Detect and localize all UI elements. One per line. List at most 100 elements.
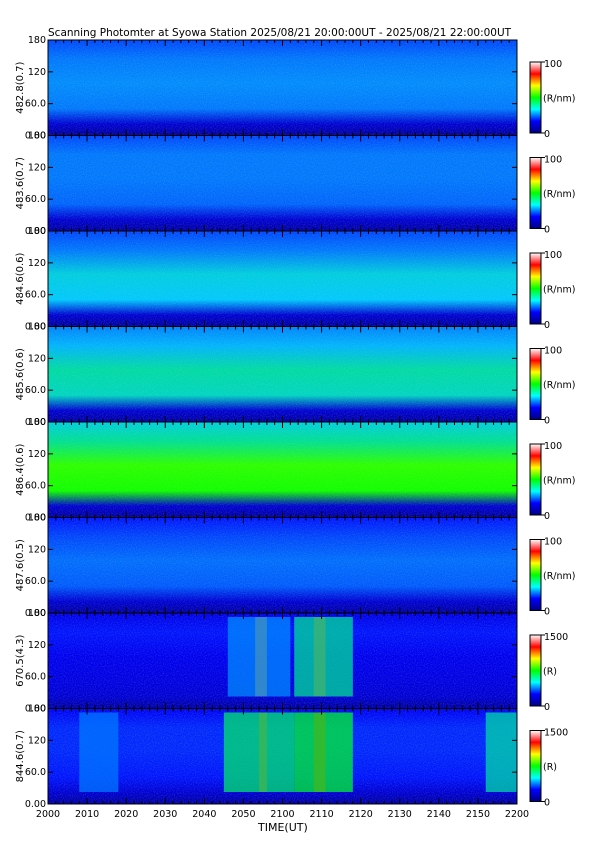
panel-5-ytick-label-3: 120 [28, 449, 46, 460]
panel-2-ytick-label-1: 0.00 [25, 226, 46, 237]
panel-1-colorbar-min: 0 [544, 129, 550, 140]
panel-6-colorbar-min: 0 [544, 607, 550, 618]
panel-8-colorbar-unit: (R) [543, 762, 557, 773]
panel-4-ylabel: 485.6(0.6) [15, 348, 26, 400]
panel-7-colorbar-max: 1500 [544, 632, 568, 643]
panel-8-band-4 [294, 712, 353, 792]
panel-8-ylabel: 844.6(0.7) [15, 730, 26, 782]
x-tick-label-2020: 2020 [114, 809, 138, 820]
panel-2-colorbar-max: 100 [544, 155, 562, 166]
panel-8-colorbar [529, 730, 542, 802]
panel-6-ytick-label-3: 120 [28, 544, 46, 555]
panel-7-ylabel: 670.5(4.3) [15, 634, 26, 686]
x-tick-label-2130: 2130 [388, 809, 412, 820]
panel-6-ytick-label-1: 0.00 [25, 608, 46, 619]
panel-5-ylabel: 486.4(0.6) [15, 443, 26, 495]
panel-6-noise [48, 517, 517, 613]
panel-2-ytick-label-3: 120 [28, 162, 46, 173]
panel-8-ytick-label-4: 180 [28, 704, 46, 715]
panel-1-noise [48, 40, 517, 136]
panel-2-colorbar-min: 0 [544, 225, 550, 236]
panel-1-colorbar-max: 100 [544, 59, 562, 70]
panel-5-colorbar [529, 443, 542, 516]
panel-7-ytick-label-1: 0.00 [25, 704, 46, 715]
panel-2-ylabel: 483.6(0.7) [15, 157, 26, 209]
panel-3-colorbar-max: 100 [544, 250, 562, 261]
panel-1-ytick-label-3: 120 [28, 67, 46, 78]
panel-5-ytick-label-1: 0.00 [25, 513, 46, 524]
panel-6-colorbar-max: 100 [544, 537, 562, 548]
x-axis-label: TIME(UT) [258, 821, 308, 834]
panel-8-band-6 [79, 712, 119, 792]
panel-4-noise [48, 326, 517, 422]
panel-4-colorbar-max: 100 [544, 346, 562, 357]
panel-1-ytick-label-1: 0.00 [25, 131, 46, 142]
panel-3-colorbar-unit: (R/nm) [543, 285, 576, 296]
panel-7-ytick-label-2: 60.0 [25, 672, 46, 683]
x-tick-label-2120: 2120 [349, 809, 373, 820]
x-tick-label-2040: 2040 [192, 809, 216, 820]
panel-6-ytick-label-4: 180 [28, 513, 46, 524]
panel-4-colorbar-unit: (R/nm) [543, 380, 576, 391]
panel-3-ytick-label-4: 180 [28, 226, 46, 237]
panel-8-colorbar-min: 0 [544, 798, 550, 809]
panel-1-ylabel: 482.8(0.7) [15, 61, 26, 113]
panel-3-colorbar [529, 252, 542, 325]
panel-8-ytick-label-2: 60.0 [25, 767, 46, 778]
panel-4-ytick-label-2: 60.0 [25, 385, 46, 396]
panel-7-colorbar [529, 634, 542, 707]
x-tick-label-2010: 2010 [75, 809, 99, 820]
panel-4-ytick-label-3: 120 [28, 353, 46, 364]
panel-3-colorbar-min: 0 [544, 320, 550, 331]
panel-5-colorbar-max: 100 [544, 441, 562, 452]
x-tick-label-2030: 2030 [153, 809, 177, 820]
panel-2-colorbar [529, 157, 542, 229]
panel-8-ytick-label-3: 120 [28, 735, 46, 746]
panel-1-colorbar [529, 61, 542, 134]
panel-8-band-3 [223, 712, 295, 792]
panel-2-ytick-label-4: 180 [28, 131, 46, 142]
panel-7-colorbar-unit: (R) [543, 667, 557, 678]
panel-3-noise [48, 231, 517, 327]
panel-4-colorbar-min: 0 [544, 416, 550, 427]
x-tick-label-2200: 2200 [505, 809, 529, 820]
x-tick-label-2100: 2100 [270, 809, 294, 820]
panel-3-ylabel: 484.6(0.6) [15, 252, 26, 304]
panel-7-ytick-label-4: 180 [28, 608, 46, 619]
panel-4-ytick-label-4: 180 [28, 322, 46, 333]
panel-8-ytick-label-1: 0.00 [25, 799, 46, 810]
panel-5-noise [48, 422, 517, 518]
x-tick-label-2110: 2110 [309, 809, 333, 820]
panel-1-ytick-label-2: 60.0 [25, 99, 46, 110]
panel-8-colorbar-max: 1500 [544, 728, 568, 739]
x-tick-label-2000: 2000 [36, 809, 60, 820]
panel-5-colorbar-unit: (R/nm) [543, 476, 576, 487]
panel-1-colorbar-unit: (R/nm) [543, 94, 576, 105]
x-tick-label-2140: 2140 [427, 809, 451, 820]
panel-3-ytick-label-3: 120 [28, 258, 46, 269]
panel-7-band-3 [227, 617, 291, 697]
panel-5-colorbar-min: 0 [544, 511, 550, 522]
panel-4-ytick-label-1: 0.00 [25, 417, 46, 428]
panel-2-noise [48, 135, 517, 231]
x-tick-label-2050: 2050 [231, 809, 255, 820]
panel-6-ytick-label-2: 60.0 [25, 576, 46, 587]
panel-6-colorbar-unit: (R/nm) [543, 571, 576, 582]
panel-1-ytick-label-4: 180 [28, 35, 46, 46]
panel-5-ytick-label-4: 180 [28, 417, 46, 428]
x-tick-label-2150: 2150 [466, 809, 490, 820]
panel-2-colorbar-unit: (R/nm) [543, 189, 576, 200]
chart-title: Scanning Photomter at Syowa Station 2025… [48, 27, 512, 39]
panel-7-colorbar-min: 0 [544, 702, 550, 713]
panel-6-colorbar [529, 539, 542, 611]
panel-3-ytick-label-1: 0.00 [25, 322, 46, 333]
panel-3-ytick-label-2: 60.0 [25, 290, 46, 301]
panel-7-ytick-label-3: 120 [28, 640, 46, 651]
panel-8-band-5 [485, 712, 517, 792]
panel-7-band-4 [294, 617, 353, 697]
panel-2-ytick-label-2: 60.0 [25, 194, 46, 205]
panel-6-ylabel: 487.6(0.5) [15, 539, 26, 591]
panel-4-colorbar [529, 348, 542, 420]
panel-5-ytick-label-2: 60.0 [25, 481, 46, 492]
